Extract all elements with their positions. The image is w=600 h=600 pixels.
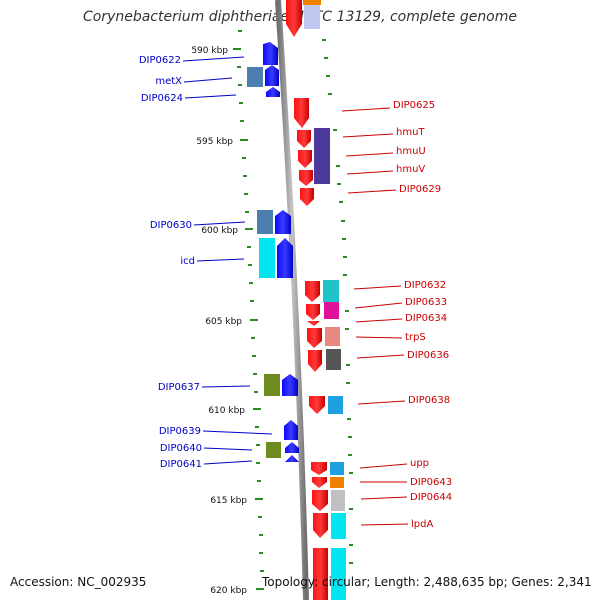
reverse-gene-arrow-DIP0643[interactable] — [312, 477, 327, 488]
gene-label-trpS[interactable]: trpS — [405, 332, 426, 343]
gene-label-DIP0632[interactable]: DIP0632 — [404, 280, 446, 291]
cog-block-hmu — [314, 128, 330, 184]
gene-label-DIP0638[interactable]: DIP0638 — [408, 395, 450, 406]
cog-block-DIP0632 — [323, 280, 339, 302]
gene-label-DIP0639[interactable]: DIP0639 — [159, 426, 201, 437]
reverse-gene-arrow-trpS[interactable] — [307, 328, 322, 348]
tick-595: 595 kbp — [196, 137, 248, 147]
gene-label-DIP0622[interactable]: DIP0622 — [139, 55, 181, 66]
reverse-gene-arrow-lpdA[interactable] — [313, 513, 328, 538]
gene-label-DIP0634[interactable]: DIP0634 — [405, 313, 447, 324]
tick-label: 595 kbp — [196, 137, 233, 147]
tick-label: 605 kbp — [205, 317, 242, 327]
cog-block-DIP0636 — [326, 349, 341, 370]
tick-label: 610 kbp — [208, 406, 245, 416]
forward-gene-arrow-DIP0640[interactable] — [285, 442, 299, 453]
gene-label-DIP0643[interactable]: DIP0643 — [410, 477, 452, 488]
reverse-gene-arrow-hmuV[interactable] — [299, 170, 313, 186]
tick-label: 620 kbp — [210, 586, 247, 596]
gene-label-lpdA[interactable]: lpdA — [411, 519, 433, 530]
cog-block-DIP0640 — [266, 442, 281, 458]
gene-label-DIP0636[interactable]: DIP0636 — [407, 350, 449, 361]
tick-610: 610 kbp — [208, 406, 261, 416]
tick-label: 590 kbp — [191, 46, 228, 56]
gene-label-hmuU[interactable]: hmuU — [396, 146, 426, 157]
cog-block-DIP0643 — [330, 477, 344, 488]
forward-gene-arrow-DIP0641[interactable] — [285, 455, 299, 462]
cog-block-DIP0637 — [264, 374, 280, 396]
tick-615: 615 kbp — [210, 496, 263, 506]
gene-label-metX[interactable]: metX — [155, 76, 182, 87]
forward-gene-arrow-metX[interactable] — [265, 65, 279, 86]
forward-gene-arrow-DIP0639[interactable] — [284, 420, 298, 440]
gene-label-icd[interactable]: icd — [180, 256, 195, 267]
accession-text: Accession: NC_002935 — [10, 575, 147, 589]
reverse-gene-arrow-DIP0632[interactable] — [305, 281, 320, 302]
minor-ticks — [237, 30, 353, 572]
gene-label-DIP0641[interactable]: DIP0641 — [160, 459, 202, 470]
reverse-gene-arrow[interactable] — [313, 548, 328, 600]
tick-620: 620 kbp — [210, 586, 264, 596]
reverse-gene-arrow-DIP0634[interactable] — [307, 321, 320, 326]
reverse-gene-arrow-DIP0644[interactable] — [312, 490, 328, 511]
cog-block — [304, 5, 320, 29]
gene-label-DIP0644[interactable]: DIP0644 — [410, 492, 452, 503]
cog-block-DIP0638 — [328, 396, 343, 414]
cog-block — [303, 0, 321, 5]
gene-label-DIP0625[interactable]: DIP0625 — [393, 100, 435, 111]
gene-label-DIP0629[interactable]: DIP0629 — [399, 184, 441, 195]
reverse-gene-arrow-upp[interactable] — [311, 462, 327, 475]
reverse-gene-arrow-hmuU[interactable] — [298, 150, 312, 168]
cog-block-upp — [330, 462, 344, 475]
cog-block-lpdA — [331, 513, 346, 539]
tick-600: 600 kbp — [201, 226, 253, 236]
gene-label-hmuV[interactable]: hmuV — [396, 164, 425, 175]
reverse-gene-arrow-DIP0633[interactable] — [306, 304, 320, 320]
reverse-gene-arrow-DIP0638[interactable] — [309, 396, 325, 414]
tick-label: 615 kbp — [210, 496, 247, 506]
cog-block-DIP0633 — [324, 302, 339, 319]
gene-label-DIP0640[interactable]: DIP0640 — [160, 443, 202, 454]
reverse-gene-arrow-DIP0636[interactable] — [308, 350, 322, 372]
cog-block-DIP0630 — [257, 210, 273, 234]
topology-text: Topology: circular; Length: 2,488,635 bp… — [262, 575, 592, 589]
gene-label-DIP0633[interactable]: DIP0633 — [405, 297, 447, 308]
gene-label-DIP0630[interactable]: DIP0630 — [150, 220, 192, 231]
gene-label-DIP0624[interactable]: DIP0624 — [141, 93, 183, 104]
forward-gene-arrow-icd[interactable] — [277, 238, 293, 278]
tick-label: 600 kbp — [201, 226, 238, 236]
reverse-gene-arrow[interactable] — [286, 0, 302, 37]
reverse-gene-arrow-DIP0625[interactable] — [294, 98, 309, 128]
cog-block-DIP0644 — [331, 490, 345, 511]
forward-gene-arrow-DIP0624[interactable] — [266, 87, 280, 97]
forward-gene-arrow-DIP0637[interactable] — [282, 374, 298, 396]
cog-block — [331, 548, 346, 600]
gene-label-upp[interactable]: upp — [410, 458, 429, 469]
gene-label-DIP0637[interactable]: DIP0637 — [158, 382, 200, 393]
cog-block-icd — [259, 238, 275, 278]
gene-label-hmuT[interactable]: hmuT — [396, 127, 425, 138]
tick-590: 590 kbp — [191, 46, 241, 56]
forward-gene-arrow-DIP0630[interactable] — [275, 210, 291, 234]
tick-605: 605 kbp — [205, 317, 258, 327]
reverse-gene-arrow-hmuT[interactable] — [297, 130, 311, 148]
genome-backbone — [275, 0, 309, 600]
cog-block-metX — [247, 67, 263, 87]
forward-gene-arrow-DIP0622[interactable] — [263, 42, 278, 65]
cog-block-trpS — [325, 327, 340, 346]
reverse-gene-arrow-DIP0629[interactable] — [300, 188, 314, 206]
